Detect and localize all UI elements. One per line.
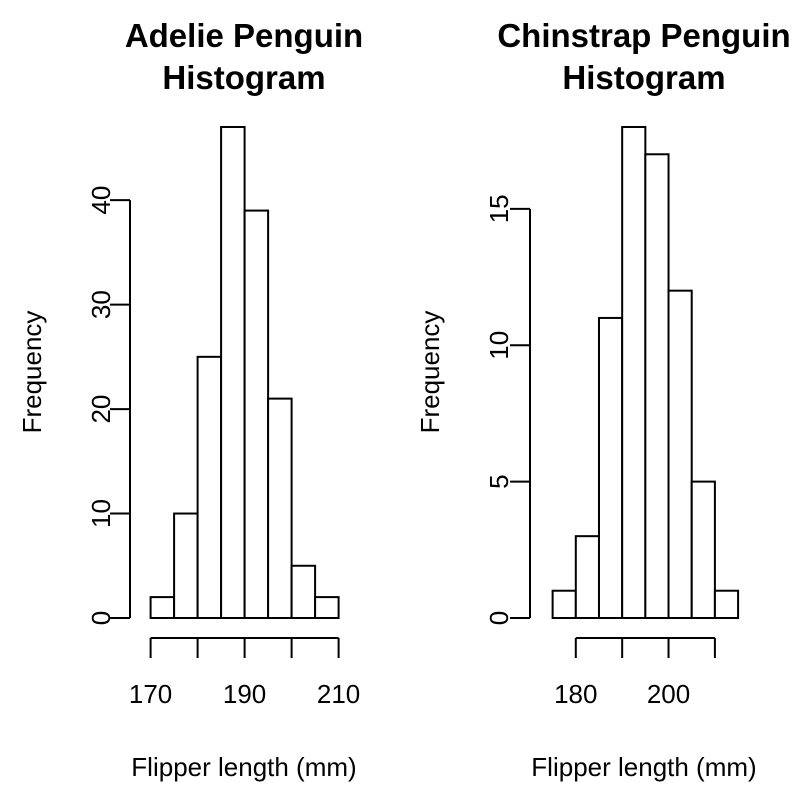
histogram-bar (690, 480, 716, 619)
x-tick-label: 170 (129, 679, 172, 709)
histogram-bar (621, 126, 647, 619)
histogram-bar (667, 289, 693, 619)
histogram-bar (644, 153, 670, 619)
y-tick-label: 5 (484, 474, 514, 488)
histogram-bar (196, 355, 223, 619)
x-tick-label: 200 (647, 679, 690, 709)
histogram-bar (551, 589, 577, 620)
histogram-panel-2: Chinstrap Penguin Histogram 0 5 10 15 Frequenc… (415, 17, 791, 782)
y-tick-label: 40 (86, 186, 116, 215)
y-tick-label: 0 (86, 611, 116, 625)
y-axis-label: Frequency (415, 311, 445, 434)
y-tick-label: 0 (484, 611, 514, 625)
y-axis-label: Frequency (17, 311, 47, 434)
chart-title-line-1: Adelie Penguin (125, 17, 363, 54)
y-tick-label: 20 (86, 395, 116, 424)
x-tick-label: 180 (554, 679, 597, 709)
chart-title-line-2: Histogram (562, 59, 725, 96)
histogram-bar (290, 564, 317, 619)
histogram-bar (574, 535, 600, 620)
histogram-panel-1: Adelie Penguin Histogram 0 10 20 30 40 Frequenc… (17, 17, 363, 782)
histogram-bar (267, 397, 293, 620)
histogram-bar (597, 316, 624, 619)
x-axis-label: Flipper length (mm) (131, 752, 356, 782)
x-tick-label: 210 (317, 679, 360, 709)
histogram-bar (243, 209, 270, 619)
histogram-bar (713, 589, 740, 620)
histogram-bar (220, 126, 246, 619)
y-tick-label: 10 (86, 499, 116, 528)
y-tick-label: 10 (484, 331, 514, 360)
chart-title-line-1: Chinstrap Penguin (497, 17, 790, 54)
y-tick-label: 30 (86, 290, 116, 319)
x-axis-label: Flipper length (mm) (531, 752, 756, 782)
histogram-bar (314, 596, 340, 620)
histogram-bar (173, 512, 199, 620)
histogram-bar (149, 596, 176, 620)
chart-title-line-2: Histogram (162, 59, 325, 96)
x-tick-label: 190 (223, 679, 266, 709)
y-tick-label: 15 (484, 194, 514, 223)
